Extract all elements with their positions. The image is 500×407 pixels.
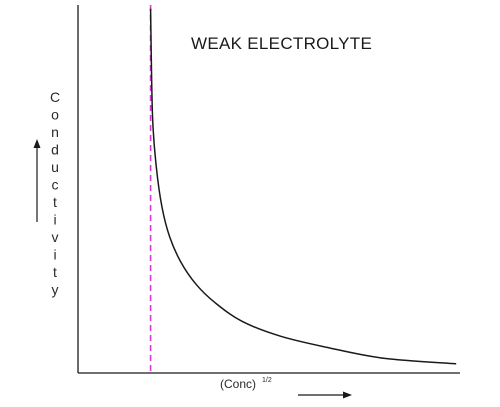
x-axis-label-superscript: 1/2 — [262, 377, 272, 384]
y-axis-label-letter: v — [52, 229, 59, 245]
chart-title: WEAK ELECTROLYTE — [191, 34, 372, 53]
y-axis-label-letter: n — [51, 124, 59, 140]
y-axis-label-letter: o — [51, 107, 59, 123]
y-axis-label-letter: t — [53, 194, 57, 210]
plot-area — [77, 5, 460, 374]
y-axis-label-letter: d — [51, 142, 59, 158]
x-axis-label: (Conc) 1/2 — [220, 377, 272, 391]
y-axis-label-letter: C — [50, 89, 60, 105]
x-axis-label-text: (Conc) — [220, 377, 256, 391]
y-axis-label-letter: t — [53, 264, 57, 280]
y-axis-arrow — [33, 139, 41, 222]
series-line-0 — [149, 8, 457, 365]
y-axis-label-letter: u — [51, 159, 59, 175]
y-axis-label-letter: c — [52, 177, 59, 193]
y-axis-label-letter: i — [53, 212, 56, 228]
y-axis-label-letter: i — [53, 247, 56, 263]
x-axis-arrow — [298, 391, 352, 399]
series-layer — [149, 8, 457, 365]
y-axis-label-letter: y — [52, 282, 59, 298]
